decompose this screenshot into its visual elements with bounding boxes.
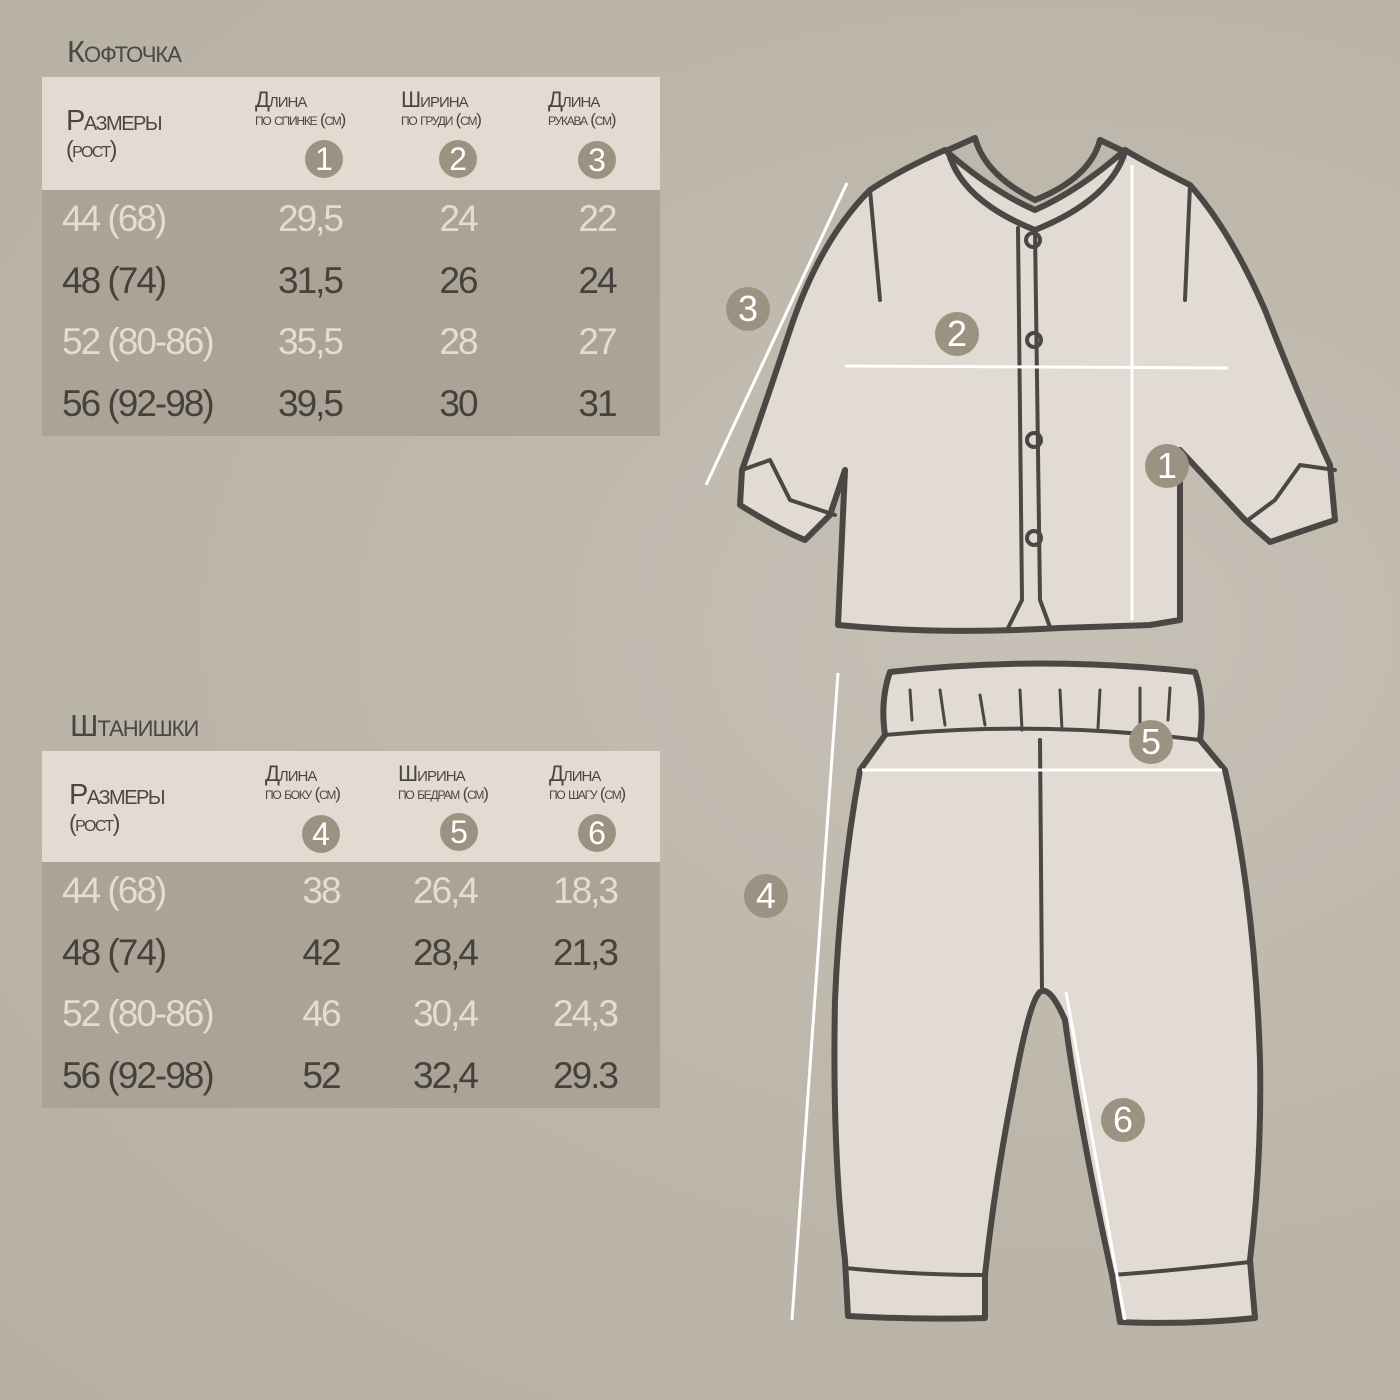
value-cell: 52 (302, 1054, 341, 1096)
table-row: 52 (80-86) 35,5 28 27 (42, 313, 660, 375)
size-subheader: (рост) (69, 810, 120, 836)
size-cell: 44 (68) (62, 198, 167, 239)
size-cell: 56 (92-98) (62, 382, 215, 424)
table-body: 44 (68) 29,5 24 22 48 (74) 31,5 26 24 52 (80-86)… (42, 190, 660, 436)
value-cell: 32,4 (412, 1054, 479, 1096)
value-cell: 38 (302, 870, 341, 911)
marker-3: 3 (726, 287, 770, 331)
marker-4: 4 (744, 874, 788, 918)
value-cell: 18,3 (552, 870, 619, 911)
column-header: Ширина (401, 87, 469, 112)
pants-illustration (831, 660, 1264, 1326)
measure-badge: 3 (578, 141, 616, 179)
value-cell: 22 (578, 198, 617, 239)
measure-badge: 1 (305, 140, 343, 178)
value-cell: 29.3 (552, 1054, 619, 1096)
table-header: Размеры (рост) Длина по боку (см) Ширина по… (42, 751, 660, 862)
size-header: Размеры (69, 779, 166, 811)
column-header: Ширина (398, 761, 466, 786)
measure-badge: 2 (439, 140, 477, 178)
value-cell: 39,5 (277, 382, 344, 424)
size-header: Размеры (66, 105, 163, 137)
value-cell: 24,3 (552, 993, 619, 1034)
table-row: 56 (92-98) 52 32,4 29.3 (42, 1047, 660, 1109)
value-cell: 24 (439, 198, 478, 239)
table-body: 44 (68) 38 26,4 18,3 48 (74) 42 28,4 21,3 52 (80… (42, 862, 660, 1108)
pants-size-table: Размеры (рост) Длина по боку (см) Ширина по… (42, 751, 660, 1108)
size-cell: 52 (80-86) (62, 321, 215, 362)
table-row: 44 (68) 29,5 24 22 (42, 190, 660, 252)
value-cell: 29,5 (277, 198, 344, 239)
size-cell: 48 (74) (62, 931, 167, 973)
jacket-illustration (737, 135, 1338, 634)
pants-title: Штанишки (70, 708, 199, 743)
value-cell: 26,4 (412, 870, 479, 911)
marker-1: 1 (1145, 444, 1189, 488)
measure-badge: 5 (440, 813, 478, 851)
value-cell: 42 (302, 931, 341, 973)
table-row: 48 (74) 42 28,4 21,3 (42, 924, 660, 986)
size-subheader: (рост) (66, 136, 117, 162)
table-row: 44 (68) 38 26,4 18,3 (42, 862, 660, 924)
column-header: Длина (265, 761, 317, 786)
jacket-title: Кофточка (67, 34, 182, 69)
column-header: Длина (549, 761, 601, 786)
value-cell: 28,4 (412, 931, 479, 973)
measurement-lines (704, 165, 1229, 1321)
column-header: Длина (255, 87, 307, 112)
value-cell: 35,5 (277, 321, 344, 362)
measure-badge: 6 (578, 814, 616, 852)
table-row: 48 (74) 31,5 26 24 (42, 252, 660, 314)
value-cell: 46 (302, 993, 341, 1034)
value-cell: 21,3 (552, 931, 619, 973)
marker-5: 5 (1129, 720, 1173, 764)
value-cell: 24 (578, 259, 617, 301)
value-cell: 30,4 (412, 993, 479, 1034)
value-cell: 31,5 (277, 259, 344, 301)
value-cell: 31 (578, 382, 617, 424)
size-cell: 44 (68) (62, 870, 167, 911)
column-header: Длина (548, 87, 600, 112)
value-cell: 26 (439, 259, 478, 301)
size-cell: 56 (92-98) (62, 1054, 215, 1096)
size-cell: 48 (74) (62, 259, 167, 301)
table-row: 52 (80-86) 46 30,4 24,3 (42, 985, 660, 1047)
measure-badge: 4 (302, 815, 340, 853)
value-cell: 27 (578, 321, 617, 362)
size-cell: 52 (80-86) (62, 993, 215, 1034)
table-row: 56 (92-98) 39,5 30 31 (42, 375, 660, 437)
table-header: Размеры (рост) Длина по спинке (см) Ширина… (42, 77, 660, 190)
marker-2: 2 (935, 312, 979, 356)
jacket-size-table: Размеры (рост) Длина по спинке (см) Ширина… (42, 77, 660, 436)
marker-6: 6 (1101, 1098, 1145, 1142)
value-cell: 30 (439, 382, 478, 424)
value-cell: 28 (439, 321, 478, 362)
